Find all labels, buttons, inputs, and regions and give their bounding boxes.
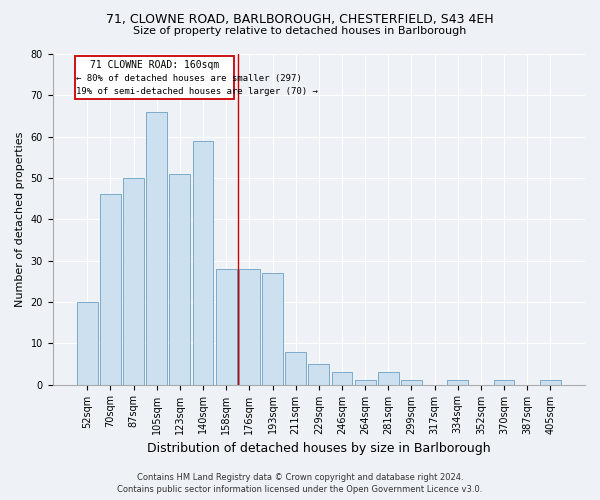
- X-axis label: Distribution of detached houses by size in Barlborough: Distribution of detached houses by size …: [147, 442, 491, 455]
- Bar: [494, 380, 514, 384]
- Text: Size of property relative to detached houses in Barlborough: Size of property relative to detached ho…: [133, 26, 467, 36]
- Bar: [216, 269, 236, 384]
- Bar: [355, 380, 376, 384]
- FancyBboxPatch shape: [74, 56, 235, 100]
- Bar: [123, 178, 144, 384]
- Bar: [146, 112, 167, 384]
- Text: 71, CLOWNE ROAD, BARLBOROUGH, CHESTERFIELD, S43 4EH: 71, CLOWNE ROAD, BARLBOROUGH, CHESTERFIE…: [106, 12, 494, 26]
- Text: Contains HM Land Registry data © Crown copyright and database right 2024.
Contai: Contains HM Land Registry data © Crown c…: [118, 472, 482, 494]
- Bar: [448, 380, 468, 384]
- Bar: [169, 174, 190, 384]
- Bar: [100, 194, 121, 384]
- Bar: [262, 273, 283, 384]
- Bar: [77, 302, 98, 384]
- Bar: [540, 380, 561, 384]
- Text: 71 CLOWNE ROAD: 160sqm: 71 CLOWNE ROAD: 160sqm: [90, 60, 219, 70]
- Bar: [378, 372, 399, 384]
- Text: 19% of semi-detached houses are larger (70) →: 19% of semi-detached houses are larger (…: [76, 86, 318, 96]
- Bar: [308, 364, 329, 384]
- Bar: [285, 352, 306, 384]
- Text: ← 80% of detached houses are smaller (297): ← 80% of detached houses are smaller (29…: [76, 74, 302, 84]
- Y-axis label: Number of detached properties: Number of detached properties: [15, 132, 25, 307]
- Bar: [332, 372, 352, 384]
- Bar: [193, 141, 214, 384]
- Bar: [239, 269, 260, 384]
- Bar: [401, 380, 422, 384]
